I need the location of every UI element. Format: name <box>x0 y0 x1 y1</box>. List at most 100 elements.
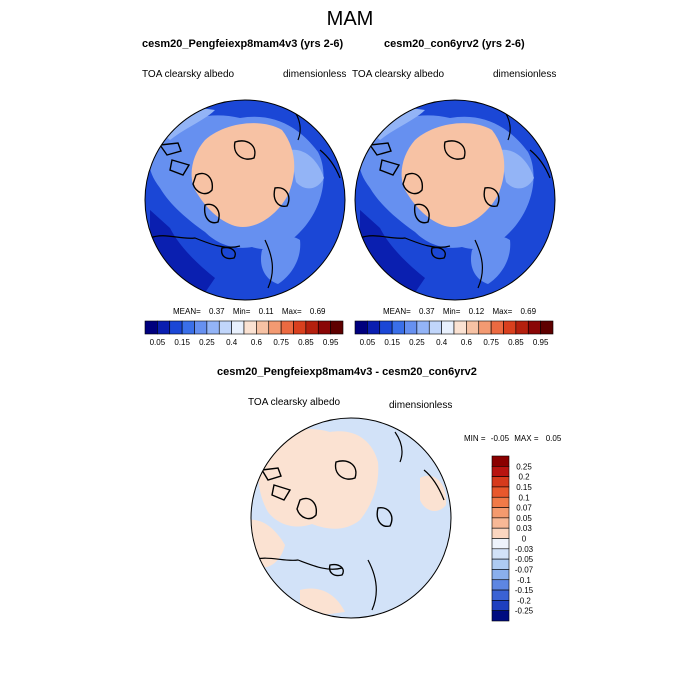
panel-2-colorbar-tick-label: 0.95 <box>533 338 549 347</box>
panel-2-mean-value: 0.37 <box>419 307 435 316</box>
panel-1-colorbar-tick-label: 0.25 <box>199 338 215 347</box>
panel-1-colorbar-box-13 <box>305 320 319 335</box>
panel-3-colorbar-tick-label: -0.1 <box>517 576 531 585</box>
panel-2-colorbar-box-11 <box>490 320 504 335</box>
panel-3-colorbar-tick-label: -0.15 <box>515 586 534 595</box>
panel-2-title: cesm20_con6yrv2 (yrs 2-6) <box>384 38 525 50</box>
panel-2-colorbar-tick-label: 0.4 <box>436 338 448 347</box>
panel-1-mean-label: MEAN= <box>173 307 201 316</box>
panel-1-colorbar-box-9 <box>256 320 270 335</box>
panel-2-map <box>354 99 556 301</box>
panel-1-colorbar-tick-label: 0.15 <box>174 338 190 347</box>
panel-3-colorbar-box-12 <box>491 579 510 591</box>
panel-2-colorbar-box-10 <box>478 320 492 335</box>
panel-3-colorbar-tick-label: 0.05 <box>516 514 532 523</box>
panel-2-min-label: Min= <box>442 307 461 316</box>
panel-3-colorbar-tick-label: 0.2 <box>518 473 530 482</box>
panel-1-mean-value: 0.37 <box>209 307 225 316</box>
panel-2-max-value: 0.69 <box>520 307 537 316</box>
panel-2-colorbar-box-3 <box>391 320 405 335</box>
panel-3-units-label: dimensionless <box>389 400 453 411</box>
panel-1-stats: MEAN= 0.37 Min= 0.11 Max= 0.69 <box>173 307 325 316</box>
panel-3-colorbar-box-10 <box>491 558 510 570</box>
panel-3-colorbar-box-14 <box>491 600 510 611</box>
panel-2-mean-label: MEAN= <box>383 307 411 316</box>
panel-2-colorbar-box-9 <box>466 320 480 335</box>
panel-1-colorbar-box-14 <box>317 320 331 335</box>
panel-2-units-label: dimensionless <box>493 69 557 80</box>
panel-3-colorbar-box-5 <box>491 507 510 519</box>
panel-1-colorbar-box-2 <box>169 320 183 335</box>
panel-1-max-value: 0.69 <box>309 307 326 316</box>
panel-2-colorbar-box-2 <box>379 320 393 335</box>
panel-2-colorbar-box-4 <box>404 320 418 335</box>
panel-2-colorbar-tick-label: 0.6 <box>461 338 473 347</box>
panel-3-colorbar-box-8 <box>491 538 510 550</box>
panel-3-min-value: -0.05 <box>490 434 510 443</box>
panel-3-colorbar-box-13 <box>491 589 510 601</box>
panel-2-colorbar-box-1 <box>367 320 381 335</box>
panel-1-colorbar-box-1 <box>157 320 171 335</box>
panel-3-colorbar-box-0 <box>491 455 510 467</box>
panel-1-colorbar-box-4 <box>194 320 208 335</box>
panel-1-colorbar-box-11 <box>280 320 294 335</box>
panel-3-colorbar-tick-label: -0.03 <box>515 545 534 554</box>
panel-2-colorbar-box-0 <box>354 320 368 335</box>
panel-3-colorbar-box-6 <box>491 517 510 529</box>
panel-3-colorbar-box-7 <box>491 527 510 539</box>
panel-2-max-label: Max= <box>492 307 513 316</box>
panel-3-colorbar-box-4 <box>491 496 510 508</box>
panel-3-max-value: 0.05 <box>545 434 562 443</box>
panel-1-colorbar-box-3 <box>181 320 195 335</box>
panel-1-colorbar-box-0 <box>144 320 158 335</box>
panel-3-variable-label: TOA clearsky albedo <box>248 397 341 408</box>
panel-2-colorbar-tick-label: 0.05 <box>360 338 376 347</box>
panel-3-min-label: MIN = <box>464 434 486 443</box>
panel-2-min-value: 0.12 <box>468 307 485 316</box>
panel-3-colorbar-tick-label: 0.25 <box>516 462 532 471</box>
panel-3-colorbar-box-11 <box>491 569 510 581</box>
panel-2-colorbar-box-7 <box>441 320 455 335</box>
panel-1-max-label: Max= <box>281 307 302 316</box>
panel-1-colorbar-tick-label: 0.4 <box>226 338 238 347</box>
panel-2-colorbar-tick-label: 0.85 <box>508 338 524 347</box>
panel-1-colorbar-box-6 <box>218 320 232 335</box>
panel-3-colorbar-tick-label: 0.03 <box>516 524 532 533</box>
panel-1-colorbar-box-10 <box>268 320 282 335</box>
panel-1-variable-label: TOA clearsky albedo <box>142 69 235 80</box>
panel-2-colorbar-box-6 <box>428 320 442 335</box>
panel-2-stats: MEAN= 0.37 Min= 0.12 Max= 0.69 <box>383 307 536 316</box>
panel-3-colorbar-box-1 <box>491 466 510 477</box>
panel-3-max-label: MAX = <box>514 434 539 443</box>
panel-1-colorbar-box-7 <box>231 320 245 335</box>
panel-3-colorbar-tick-label: 0.15 <box>516 483 532 492</box>
panel-3-stats: MIN = -0.05 MAX = 0.05 <box>464 434 561 443</box>
figure-title: MAM <box>326 8 374 30</box>
panel-3-colorbar-tick-label: -0.07 <box>515 565 534 574</box>
panel-3-colorbar-tick-label: 0.07 <box>516 504 532 513</box>
panel-1-colorbar-tick-label: 0.95 <box>323 338 339 347</box>
panel-3-colorbar-box-9 <box>491 548 510 560</box>
panel-2-colorbar-box-12 <box>503 320 517 335</box>
panel-3-colorbar-tick-label: 0.1 <box>518 493 530 502</box>
panel-2-colorbar-tick-label: 0.15 <box>384 338 400 347</box>
panel-2-colorbar-tick-label: 0.25 <box>409 338 425 347</box>
panel-3-colorbar: 0.250.20.150.10.070.050.030-0.03-0.05-0.… <box>491 455 534 622</box>
panel-1-colorbar-tick-label: 0.05 <box>150 338 166 347</box>
panel-3-colorbar-box-3 <box>491 486 510 498</box>
panel-2-variable-label: TOA clearsky albedo <box>352 69 445 80</box>
panel-3-colorbar-tick-label: -0.2 <box>517 596 531 605</box>
panel-1-min-label: Min= <box>232 307 251 316</box>
panel-2-colorbar-tick-label: 0.75 <box>483 338 499 347</box>
panel-1-min-value: 0.11 <box>258 307 274 316</box>
panel-1-colorbar: 0.05 0.15 0.25 0.4 0.6 0.75 0.85 0.95 <box>144 320 344 347</box>
panel-2-colorbar: 0.05 0.15 0.25 0.4 0.6 0.75 0.85 0.95 <box>354 320 554 347</box>
panel-1-title: cesm20_Pengfeiexp8mam4v3 (yrs 2-6) <box>142 38 344 50</box>
panel-1-colorbar-box-8 <box>243 320 257 335</box>
panel-2-colorbar-box-15 <box>540 320 554 335</box>
panel-3-colorbar-tick-label: -0.05 <box>515 555 534 564</box>
panel-2-colorbar-box-5 <box>416 320 430 335</box>
panel-1-colorbar-tick-label: 0.6 <box>251 338 263 347</box>
panel-2-colorbar-box-14 <box>527 320 541 335</box>
panel-1-colorbar-tick-label: 0.75 <box>273 338 289 347</box>
